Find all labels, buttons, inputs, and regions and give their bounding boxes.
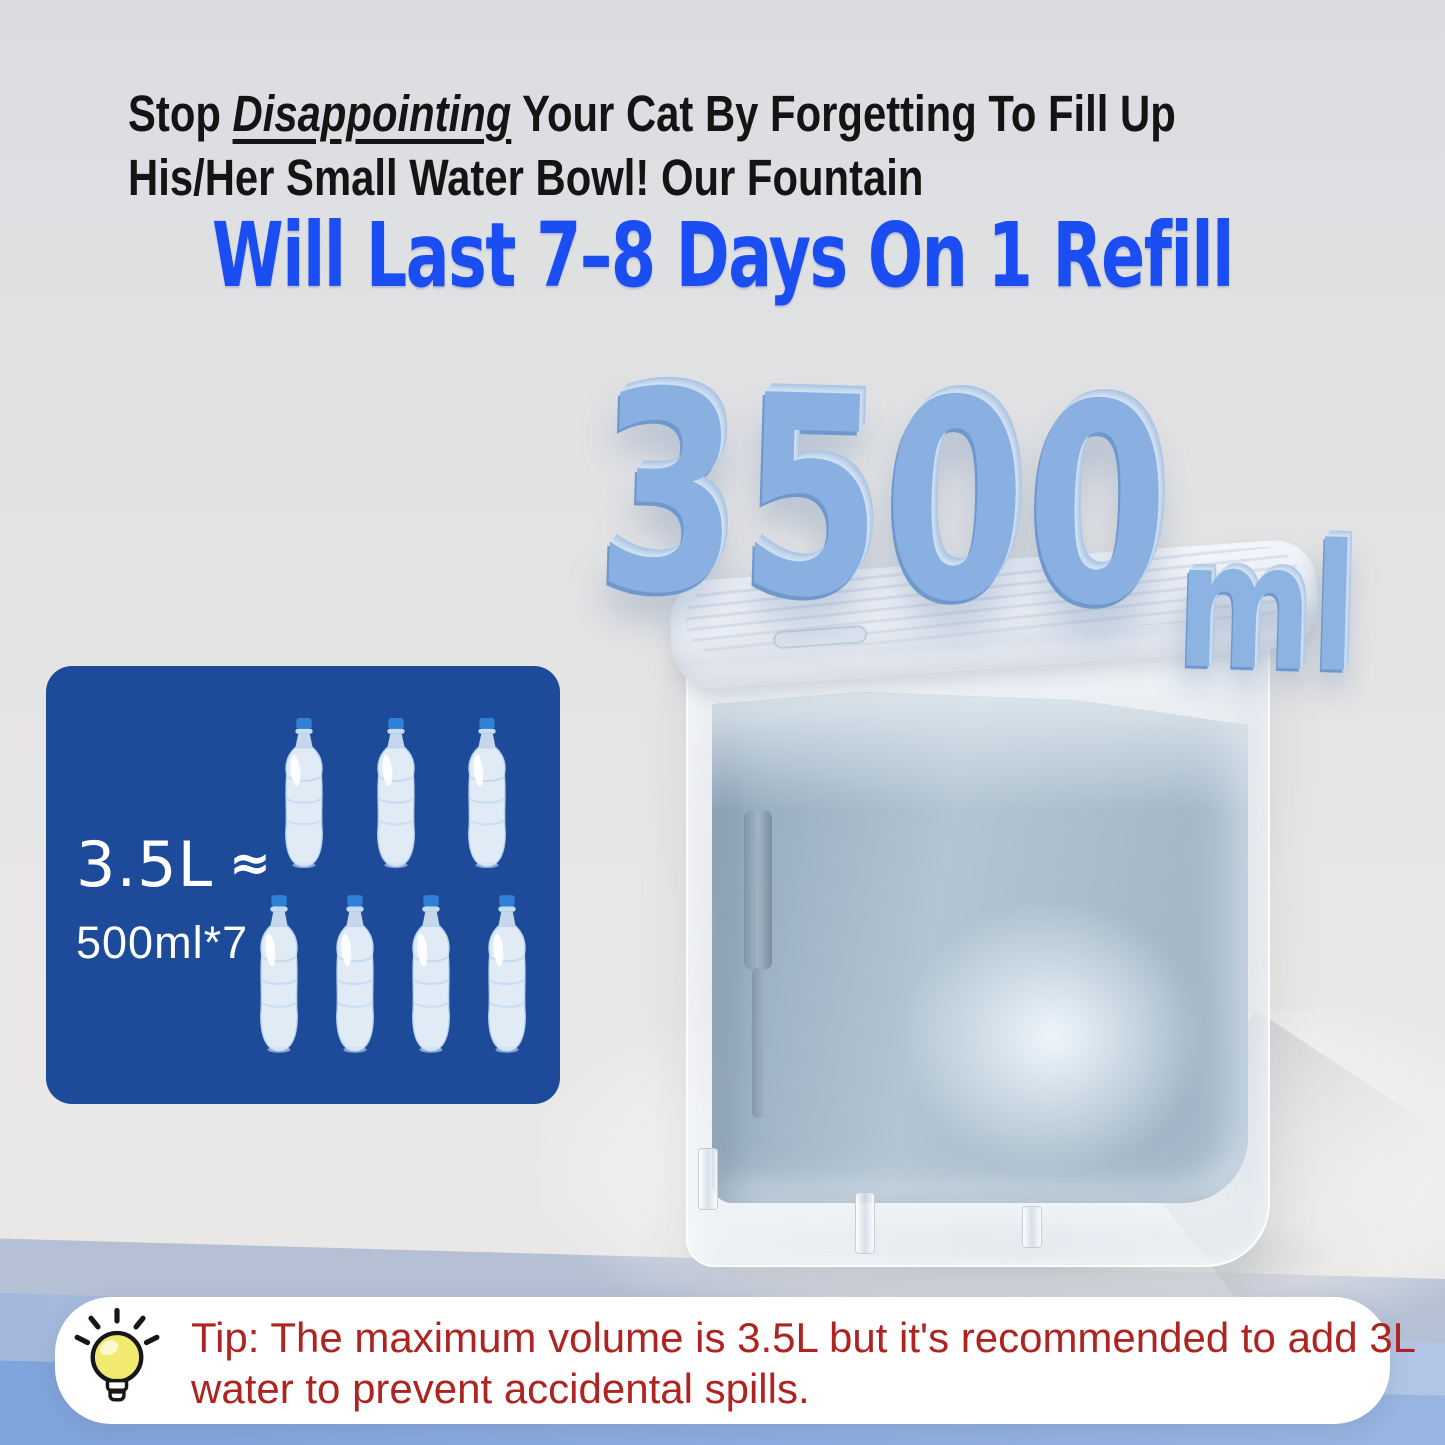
headline-emphasis: Disappointing <box>232 85 512 142</box>
volume-row: 3.5L ≈ <box>76 828 271 901</box>
headline-line-1-suffix: Your Cat By Forgetting To Fill Up <box>511 85 1176 142</box>
panel-labels: 3.5L ≈ 500ml*7 <box>76 828 271 969</box>
approx-symbol: ≈ <box>229 834 272 892</box>
tip-line-1: Tip: The maximum volume is 3.5L but it's… <box>191 1314 1417 1361</box>
sub-headline: Will Last 7–8 Days On 1 Refill <box>212 203 1234 307</box>
tank-leg <box>698 1148 718 1210</box>
water-fill <box>712 692 1248 1203</box>
water-tank <box>686 634 1270 1267</box>
tank-leg <box>855 1192 875 1254</box>
water-bottle-icon <box>468 717 506 869</box>
headline-line-1: Stop Disappointing Your Cat By Forgettin… <box>128 82 1176 146</box>
water-bottle-icon <box>488 895 526 1053</box>
water-bottle-icon <box>376 717 415 869</box>
tip-line-2: water to prevent accidental spills. <box>191 1365 810 1412</box>
headline-line-2: His/Her Small Water Bowl! Our Fountain <box>128 149 924 206</box>
water-level-sensor <box>744 810 772 1118</box>
water-frost-overlay <box>712 692 1248 812</box>
capacity-unit: ml <box>1174 504 1360 713</box>
tank-leg <box>1022 1206 1042 1248</box>
bottle-row-2 <box>255 893 531 1059</box>
water-bottle-icon <box>285 717 323 869</box>
equation-label: 500ml*7 <box>76 917 249 968</box>
volume-label: 3.5L <box>76 828 214 901</box>
bottle-row-1 <box>280 716 511 874</box>
lightbulb-icon <box>74 1307 160 1402</box>
water-bottle-icon <box>412 895 450 1053</box>
capacity-number: 3500 <box>593 332 1175 668</box>
headline: Stop Disappointing Your Cat By Forgettin… <box>128 82 1176 210</box>
tip-text: Tip: The maximum volume is 3.5L but it's… <box>191 1312 1417 1414</box>
bottle-equivalence-panel: 3.5L ≈ 500ml*7 <box>46 666 560 1104</box>
water-glow-highlight <box>888 887 1218 1187</box>
water-bottle-icon <box>336 895 374 1053</box>
headline-line-1-prefix: Stop <box>128 85 233 142</box>
water-bottle-icon <box>260 895 298 1053</box>
tip-banner: Tip: The maximum volume is 3.5L but it's… <box>55 1297 1417 1424</box>
capacity-3d-text: 3500ml <box>593 332 1364 712</box>
bottle-grid <box>255 716 531 1059</box>
